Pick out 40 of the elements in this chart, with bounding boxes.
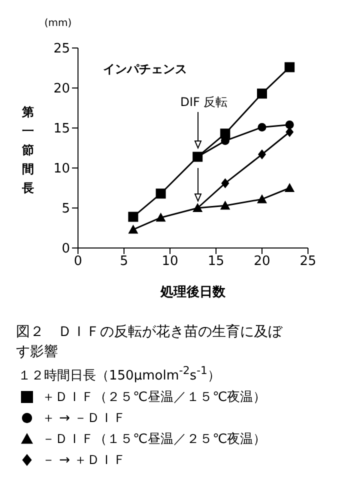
point	[128, 212, 138, 222]
point	[192, 152, 203, 162]
legend-label: － → ＋ＤＩＦ	[42, 452, 126, 469]
annotation: インパチェンス	[103, 62, 187, 76]
point	[257, 88, 267, 99]
x-tick-label: 25	[300, 254, 316, 270]
point	[220, 128, 230, 139]
point	[286, 127, 294, 137]
annotation: DIF 反転	[180, 95, 228, 109]
y-tick-label: 10	[53, 162, 70, 177]
y-tick-label: 15	[53, 122, 70, 137]
point	[192, 203, 203, 212]
text: (mm)	[44, 18, 72, 29]
x-axis-title: 処理後日数	[160, 284, 226, 300]
y-axis-title: 第一節間長	[22, 104, 35, 197]
point	[156, 212, 166, 222]
point	[220, 200, 230, 210]
point	[128, 224, 138, 234]
point	[284, 62, 295, 72]
y-tick-label: 25	[53, 42, 70, 57]
point	[156, 188, 166, 199]
x-tick-label: 0	[74, 254, 82, 270]
legend-label: ＋ＤＩＦ（２５℃昼温／１５℃夜温）	[42, 388, 266, 406]
point	[257, 194, 267, 204]
text: 図２ ＤＩＦの反転が花き苗の生育に及ぼす影響	[15, 323, 284, 362]
y-tick-label: 0	[62, 242, 70, 257]
x-tick-label: 5	[120, 254, 128, 270]
legend-label: －ＤＩＦ（１５℃昼温／２５℃夜温）	[42, 430, 266, 448]
legend-label: ＋ → －ＤＩＦ	[42, 410, 126, 427]
point	[258, 122, 266, 132]
point	[284, 183, 295, 192]
y-tick-label: 5	[62, 202, 70, 217]
x-tick-label: 20	[254, 254, 270, 270]
point	[285, 120, 294, 130]
x-tick-label: 15	[208, 254, 224, 270]
y-tick-label: 20	[53, 82, 70, 97]
x-tick-label: 10	[162, 254, 178, 270]
point	[221, 178, 230, 188]
text: １２時間日長（150μmolm$^{-2}$s$^{-1}$）	[17, 364, 222, 384]
point	[258, 149, 266, 160]
